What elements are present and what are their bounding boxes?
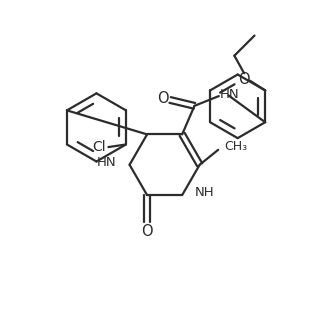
Text: O: O (238, 72, 250, 87)
Text: O: O (141, 224, 153, 239)
Text: Cl: Cl (92, 140, 106, 154)
Text: CH₃: CH₃ (225, 140, 248, 153)
Text: HN: HN (96, 156, 116, 169)
Text: NH: NH (195, 186, 214, 199)
Text: O: O (157, 91, 169, 106)
Text: HN: HN (219, 88, 239, 101)
